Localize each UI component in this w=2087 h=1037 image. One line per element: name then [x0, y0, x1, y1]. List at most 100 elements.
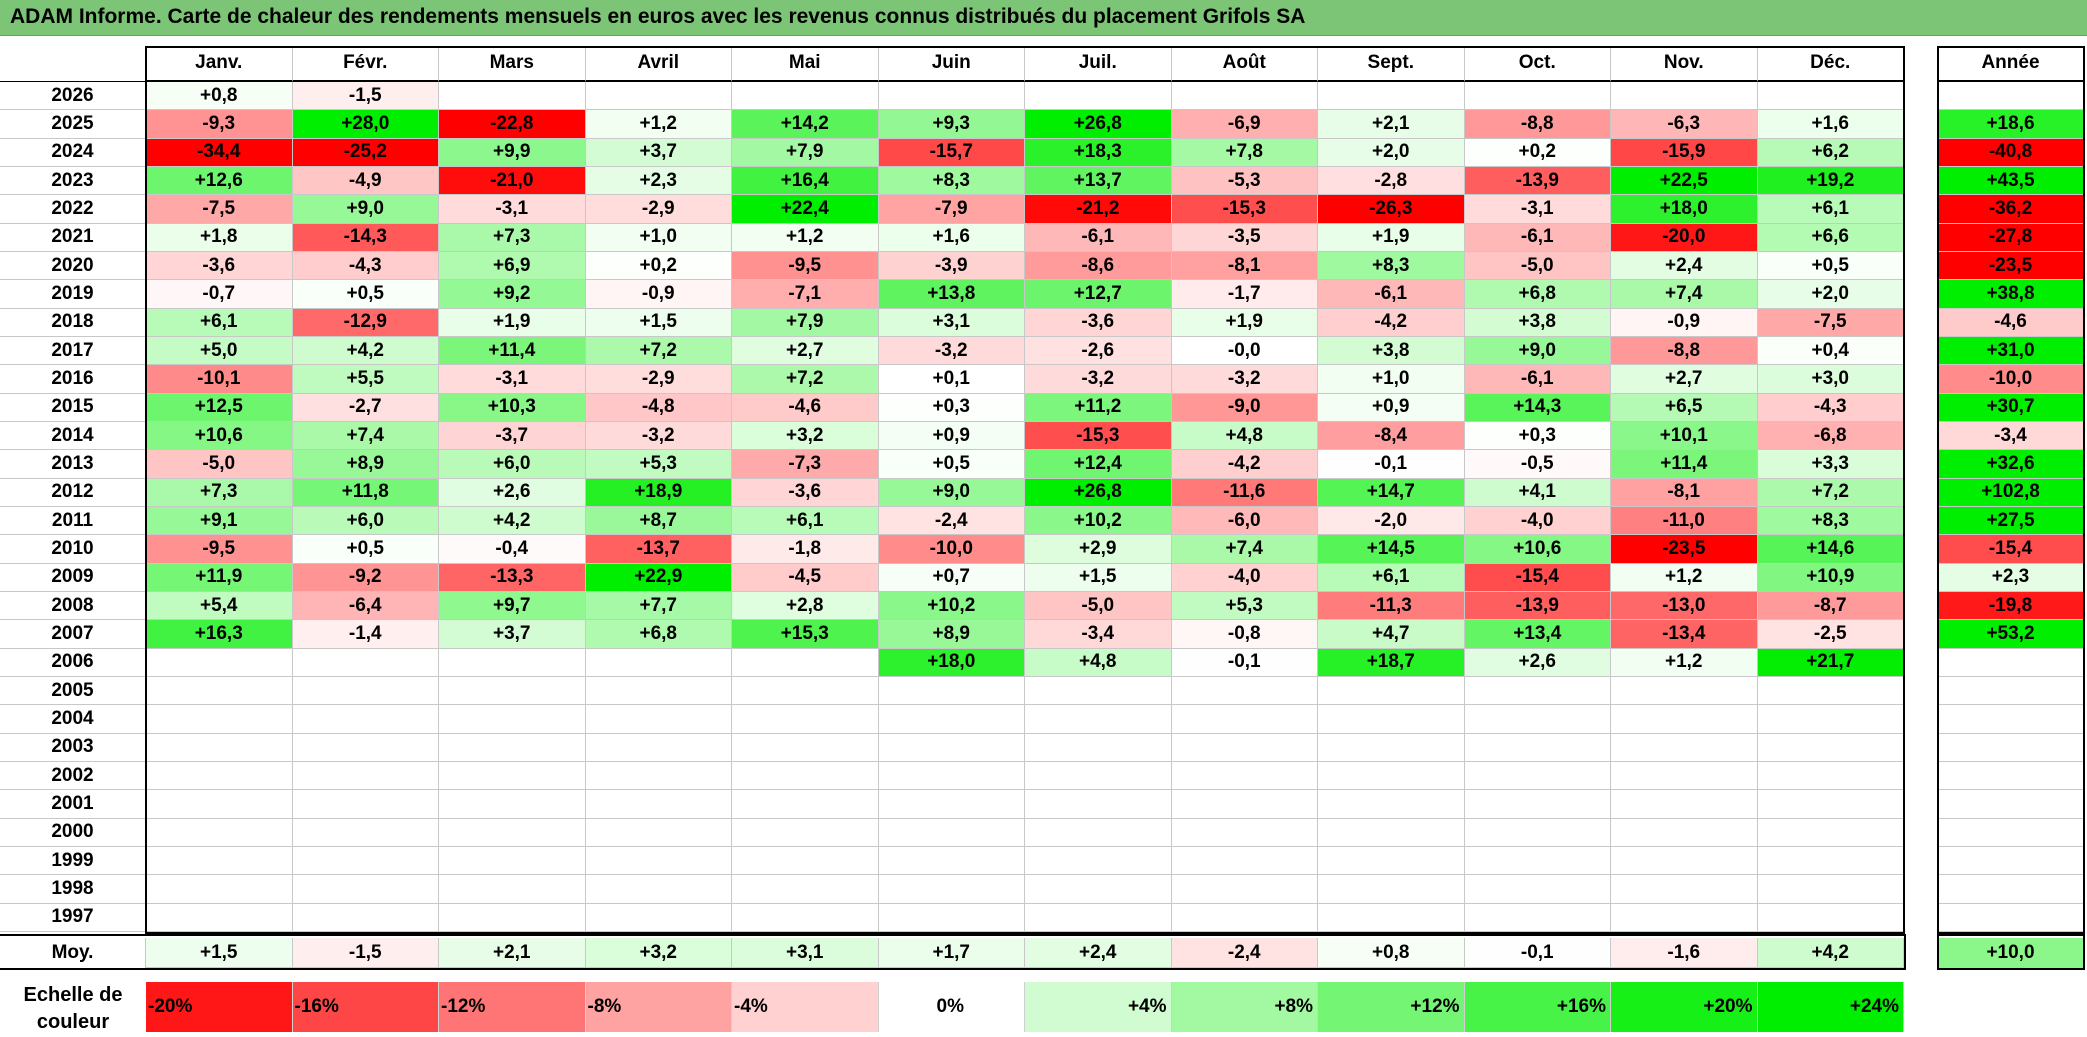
year-label: 2014: [0, 421, 146, 451]
heatmap-cell: [439, 818, 586, 847]
heatmap-cell: -3,2: [585, 421, 732, 451]
annual-cell: +32,6: [1938, 450, 2084, 479]
heatmap-cell: +0,2: [1464, 138, 1611, 167]
heatmap-cell: [1318, 82, 1465, 111]
heatmap-cell: -0,1: [1171, 648, 1318, 677]
heatmap-cell: -26,3: [1318, 195, 1465, 224]
heatmap-cell: -2,0: [1318, 506, 1465, 536]
annual-cell: -36,2: [1938, 195, 2084, 224]
heatmap-cell: +0,5: [292, 280, 439, 309]
year-label: 2012: [0, 478, 146, 507]
heatmap-cell: -4,9: [292, 166, 439, 196]
year-label: 2010: [0, 535, 146, 564]
heatmap-cell: [585, 761, 732, 791]
heatmap-cell: -8,4: [1318, 421, 1465, 451]
heatmap-cell: [1611, 903, 1758, 932]
heatmap-cell: [1171, 903, 1318, 932]
heatmap-cell: -2,9: [585, 195, 732, 224]
heatmap-cell: [1464, 818, 1611, 847]
heatmap-cell: [292, 875, 439, 904]
annual-cell: +102,8: [1938, 478, 2084, 507]
heatmap-cell: -4,3: [1757, 393, 1904, 422]
heatmap-cell: +7,2: [1757, 478, 1904, 507]
color-scale-swatch: +12%: [1318, 982, 1465, 1032]
heatmap-cell: +6,1: [1318, 563, 1465, 592]
heatmap-cell: -7,9: [878, 195, 1025, 224]
heatmap-cell: +12,5: [146, 393, 293, 422]
heatmap-cell: +9,3: [878, 110, 1025, 139]
heatmap-cell: -2,6: [1025, 336, 1172, 366]
heatmap-cell: [878, 790, 1025, 819]
heatmap-cell: -2,5: [1757, 620, 1904, 649]
heatmap-cell: +7,2: [732, 365, 879, 394]
heatmap-cell: -13,3: [439, 563, 586, 592]
heatmap-cell: -15,3: [1025, 421, 1172, 451]
heatmap-cell: +15,3: [732, 620, 879, 649]
heatmap-cell: [439, 733, 586, 762]
average-cell: +2,4: [1025, 938, 1172, 968]
annual-cell: [1938, 82, 2084, 111]
heatmap-cell: [1611, 790, 1758, 819]
heatmap-cell: -22,8: [439, 110, 586, 139]
heatmap-cell: [732, 846, 879, 876]
heatmap-cell: [1464, 82, 1611, 111]
heatmap-cell: -0,7: [146, 280, 293, 309]
heatmap-cell: +2,6: [439, 478, 586, 507]
heatmap-cell: -0,1: [1318, 450, 1465, 479]
heatmap-cell: -2,7: [292, 393, 439, 422]
heatmap-cell: -3,2: [1171, 365, 1318, 394]
year-label: 2015: [0, 393, 146, 422]
heatmap-cell: [585, 790, 732, 819]
heatmap-cell: +2,0: [1757, 280, 1904, 309]
heatmap-cell: [1611, 818, 1758, 847]
heatmap-cell: -7,5: [1757, 308, 1904, 337]
heatmap-cell: +2,9: [1025, 535, 1172, 564]
annual-cell: [1938, 818, 2084, 847]
heatmap-cell: [1611, 82, 1758, 111]
heatmap-cell: +1,8: [146, 223, 293, 252]
heatmap-cell: [732, 676, 879, 706]
annual-cell: [1938, 761, 2084, 791]
heatmap-cell: +7,4: [292, 421, 439, 451]
heatmap-cell: [732, 818, 879, 847]
heatmap-cell: +4,8: [1025, 648, 1172, 677]
year-label: 2019: [0, 280, 146, 309]
heatmap-cell: [439, 846, 586, 876]
heatmap-cell: -23,5: [1611, 535, 1758, 564]
heatmap-cell: -2,8: [1318, 166, 1465, 196]
heatmap-cell: -5,0: [1464, 251, 1611, 281]
heatmap-cell: [878, 82, 1025, 111]
heatmap-cell: [1025, 733, 1172, 762]
annual-cell: -15,4: [1938, 535, 2084, 564]
heatmap-cell: -7,1: [732, 280, 879, 309]
heatmap-cell: +0,7: [878, 563, 1025, 592]
heatmap-cell: +3,1: [878, 308, 1025, 337]
annual-cell: [1938, 733, 2084, 762]
heatmap-cell: [1611, 676, 1758, 706]
month-header: Sept.: [1318, 46, 1465, 82]
heatmap-cell: [1611, 846, 1758, 876]
heatmap-cell: +1,2: [732, 223, 879, 252]
color-scale-swatch: +4%: [1025, 982, 1172, 1032]
heatmap-cell: +8,3: [1318, 251, 1465, 281]
heatmap-cell: +0,9: [878, 421, 1025, 451]
average-cell: -0,1: [1464, 938, 1611, 968]
heatmap-cell: [1171, 761, 1318, 791]
heatmap-cell: -6,1: [1318, 280, 1465, 309]
heatmap-cell: -4,8: [585, 393, 732, 422]
heatmap-cell: [1464, 875, 1611, 904]
heatmap-cell: [585, 648, 732, 677]
heatmap-cell: +4,2: [439, 506, 586, 536]
heatmap-cell: +7,7: [585, 591, 732, 621]
heatmap-cell: +9,2: [439, 280, 586, 309]
heatmap-cell: -6,8: [1757, 421, 1904, 451]
heatmap-cell: +2,6: [1464, 648, 1611, 677]
heatmap-cell: +8,9: [878, 620, 1025, 649]
heatmap-cell: -3,5: [1171, 223, 1318, 252]
heatmap-cell: [878, 875, 1025, 904]
heatmap-cell: +6,1: [146, 308, 293, 337]
month-header: Nov.: [1611, 46, 1758, 82]
heatmap-cell: -7,3: [732, 450, 879, 479]
heatmap-cell: +6,5: [1611, 393, 1758, 422]
